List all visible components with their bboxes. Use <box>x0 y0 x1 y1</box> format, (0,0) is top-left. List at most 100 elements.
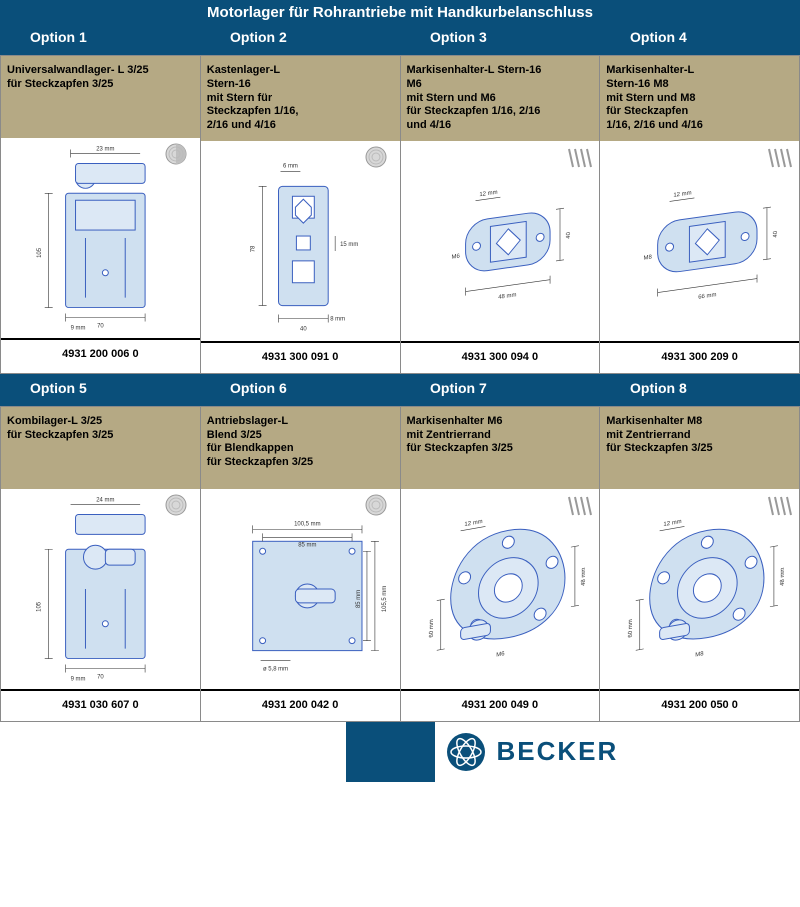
footer-spacer <box>0 722 346 782</box>
svg-text:85 mm: 85 mm <box>298 542 316 548</box>
roller-icon <box>362 493 396 517</box>
product-sku: 4931 200 049 0 <box>401 689 600 721</box>
product-desc: Universalwandlager- L 3/25für Steckzapfe… <box>1 56 200 138</box>
option-label: Option 6 <box>200 380 400 396</box>
tech-drawing-c: 48 mm 40 12 mm M6 <box>401 141 600 341</box>
svg-text:M6: M6 <box>496 651 505 659</box>
tech-drawing-b: 40 78 6 mm 15 mm 8 mm <box>201 141 400 341</box>
svg-text:24 mm: 24 mm <box>96 497 114 503</box>
product-cell: Kombilager-L 3/25für Steckzapfen 3/25 <box>0 406 201 722</box>
svg-text:60 mm: 60 mm <box>428 618 434 637</box>
svg-text:12 mm: 12 mm <box>479 189 497 198</box>
brand-block: BECKER <box>435 722 800 782</box>
footer: BECKER <box>0 722 800 782</box>
slat-icon <box>561 145 595 169</box>
product-sku: 4931 300 094 0 <box>401 341 600 373</box>
svg-text:40: 40 <box>300 326 307 332</box>
svg-text:9 mm: 9 mm <box>71 325 86 331</box>
product-drawing: 70 105 23 mm 9 mm <box>1 138 200 338</box>
svg-text:M8: M8 <box>644 254 653 261</box>
svg-text:9 mm: 9 mm <box>71 676 86 682</box>
option-label: Option 3 <box>400 29 600 45</box>
product-cell: Markisenhalter M6mit Zentrierrandfür Ste… <box>401 406 601 722</box>
product-desc: Markisenhalter M8mit Zentrierrandfür Ste… <box>600 407 799 489</box>
tech-drawing-d: 100,5 mm 85 mm 105,5 mm 85 mm ø 5,8 mm <box>201 489 400 689</box>
option-label: Option 7 <box>400 380 600 396</box>
product-cell: Markisenhalter M8mit Zentrierrandfür Ste… <box>600 406 800 722</box>
svg-text:100,5 mm: 100,5 mm <box>294 521 321 527</box>
product-desc: Markisenhalter-LStern-16 M8mit Stern und… <box>600 56 799 141</box>
svg-text:15 mm: 15 mm <box>340 242 358 248</box>
svg-text:M6: M6 <box>451 253 460 260</box>
svg-text:48 mm: 48 mm <box>580 567 586 586</box>
product-desc: Kastenlager-LStern-16mit Stern fürSteckz… <box>201 56 400 141</box>
catalog-page: Motorlager für Rohrantriebe mit Handkurb… <box>0 0 800 782</box>
product-desc: Antriebslager-LBlend 3/25für Blendkappen… <box>201 407 400 489</box>
slat-icon <box>761 145 795 169</box>
tech-drawing-e: 60 mm 48 mm 12 mm M6 <box>401 489 600 689</box>
product-drawing: 60 mm 48 mm 12 mm M8 <box>600 489 799 689</box>
product-row-2: Kombilager-L 3/25für Steckzapfen 3/25 <box>0 406 800 722</box>
product-cell: Universalwandlager- L 3/25für Steckzapfe… <box>0 55 201 374</box>
product-sku: 4931 300 091 0 <box>201 341 400 373</box>
product-sku: 4931 200 006 0 <box>1 338 200 370</box>
product-drawing: 48 mm 40 12 mm M6 <box>401 141 600 341</box>
option-label: Option 2 <box>200 29 400 45</box>
svg-text:12 mm: 12 mm <box>664 519 682 528</box>
svg-text:ø 5,8 mm: ø 5,8 mm <box>263 666 288 672</box>
product-sku: 4931 300 209 0 <box>600 341 799 373</box>
svg-text:105: 105 <box>37 601 43 612</box>
svg-text:8 mm: 8 mm <box>330 316 345 322</box>
svg-text:66 mm: 66 mm <box>698 292 716 301</box>
brand-logo-icon <box>445 731 487 773</box>
product-sku: 4931 200 042 0 <box>201 689 400 721</box>
tech-drawing-c2: 66 mm 40 12 mm M8 <box>600 141 799 341</box>
svg-text:40: 40 <box>773 230 779 238</box>
svg-text:105,5 mm: 105,5 mm <box>382 585 388 612</box>
product-drawing: 60 mm 48 mm 12 mm M6 <box>401 489 600 689</box>
svg-text:105: 105 <box>37 247 43 258</box>
option-bar-row2: Option 5 Option 6 Option 7 Option 8 <box>0 374 800 406</box>
brand-name: BECKER <box>497 736 619 767</box>
svg-text:12 mm: 12 mm <box>674 190 692 199</box>
option-label: Option 4 <box>600 29 800 45</box>
svg-text:12 mm: 12 mm <box>464 519 482 528</box>
product-desc: Markisenhalter-L Stern-16M6mit Stern und… <box>401 56 600 141</box>
svg-text:23 mm: 23 mm <box>96 147 114 153</box>
slat-icon <box>561 493 595 517</box>
option-label: Option 1 <box>0 29 200 45</box>
tech-drawing-a2: 70 105 24 mm 9 mm <box>1 489 200 689</box>
option-bar-row1: Option 1 Option 2 Option 3 Option 4 <box>0 23 800 55</box>
product-row-1: Universalwandlager- L 3/25für Steckzapfe… <box>0 55 800 374</box>
footer-accent <box>346 722 435 782</box>
svg-text:48 mm: 48 mm <box>780 567 786 586</box>
option-label: Option 5 <box>0 380 200 396</box>
page-title: Motorlager für Rohrantriebe mit Handkurb… <box>0 0 800 23</box>
svg-text:48 mm: 48 mm <box>498 292 516 301</box>
product-cell: Markisenhalter-L Stern-16M6mit Stern und… <box>401 55 601 374</box>
product-cell: Kastenlager-LStern-16mit Stern fürSteckz… <box>201 55 401 374</box>
roller-icon <box>362 145 396 169</box>
product-drawing: 100,5 mm 85 mm 105,5 mm 85 mm ø 5,8 mm <box>201 489 400 689</box>
product-sku: 4931 200 050 0 <box>600 689 799 721</box>
option-label: Option 8 <box>600 380 800 396</box>
product-drawing: 66 mm 40 12 mm M8 <box>600 141 799 341</box>
roller-icon <box>162 142 196 166</box>
product-cell: Markisenhalter-LStern-16 M8mit Stern und… <box>600 55 800 374</box>
product-desc: Markisenhalter M6mit Zentrierrandfür Ste… <box>401 407 600 489</box>
svg-text:60 mm: 60 mm <box>628 618 634 637</box>
svg-text:70: 70 <box>97 323 104 329</box>
product-cell: Antriebslager-LBlend 3/25für Blendkappen… <box>201 406 401 722</box>
svg-text:78: 78 <box>250 245 256 252</box>
svg-text:6 mm: 6 mm <box>283 163 298 169</box>
product-drawing: 70 105 24 mm 9 mm <box>1 489 200 689</box>
tech-drawing-e2: 60 mm 48 mm 12 mm M8 <box>600 489 799 689</box>
product-sku: 4931 030 607 0 <box>1 689 200 721</box>
tech-drawing-a: 70 105 23 mm 9 mm <box>1 138 200 338</box>
product-drawing: 40 78 6 mm 15 mm 8 mm <box>201 141 400 341</box>
slat-icon <box>761 493 795 517</box>
svg-text:M8: M8 <box>695 651 704 659</box>
svg-text:40: 40 <box>565 231 571 239</box>
svg-text:70: 70 <box>97 674 104 680</box>
product-desc: Kombilager-L 3/25für Steckzapfen 3/25 <box>1 407 200 489</box>
